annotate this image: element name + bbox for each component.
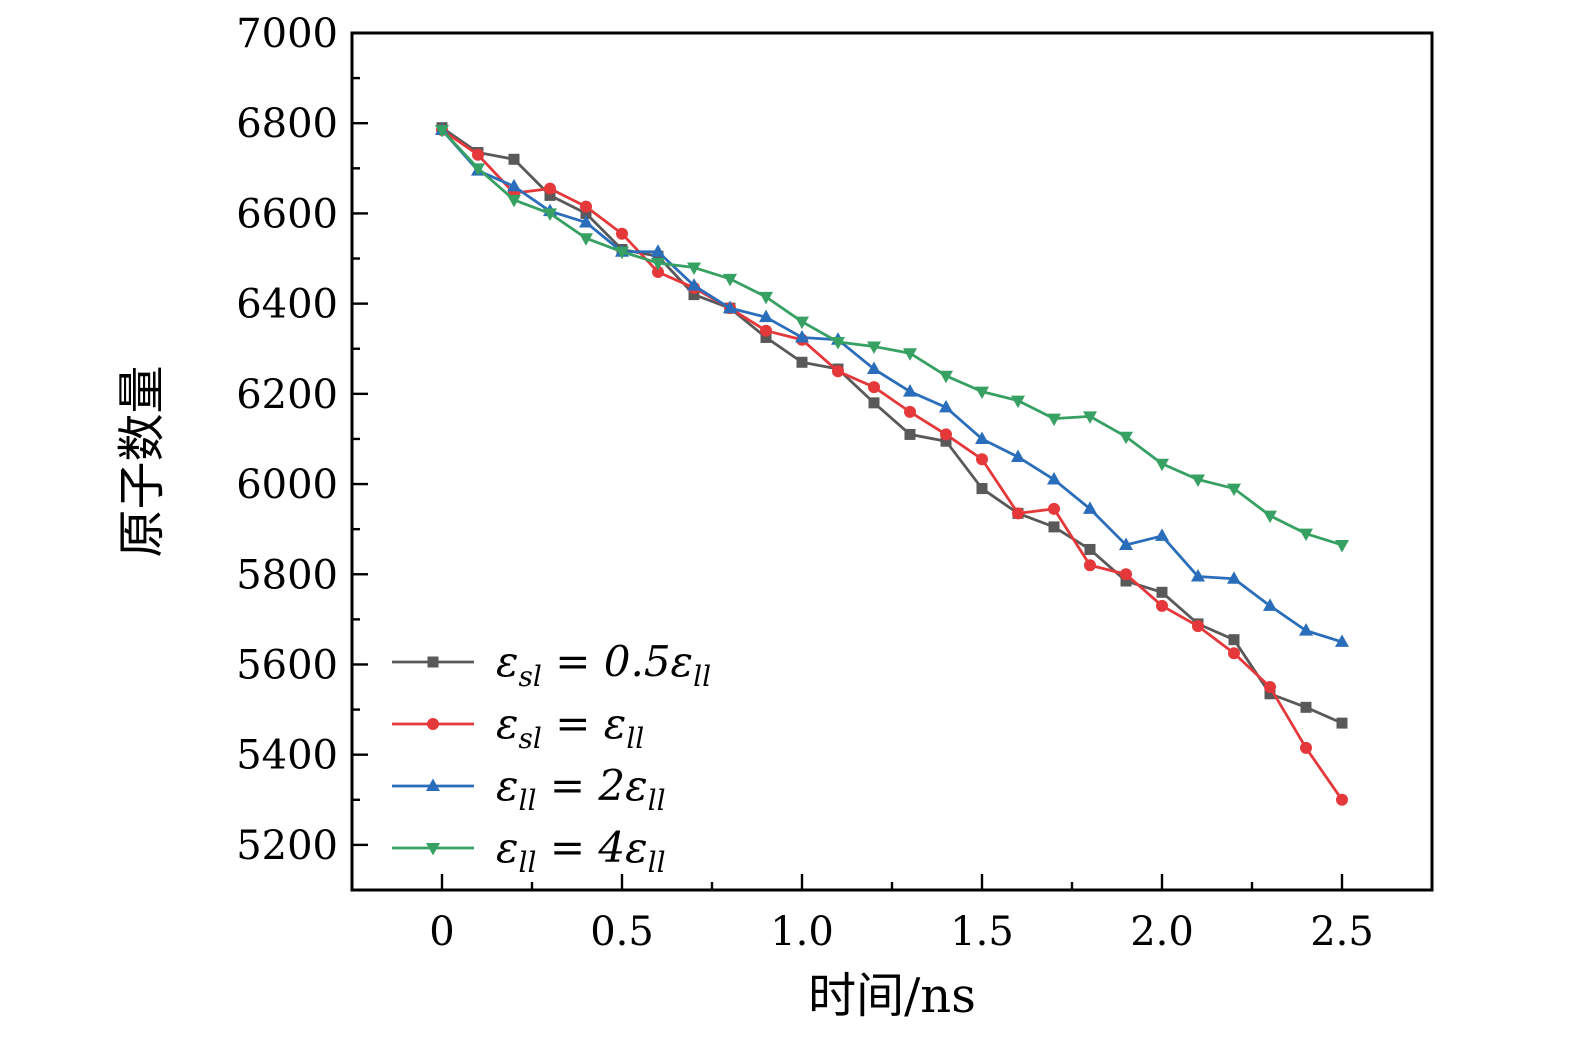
series-line	[441, 126, 1343, 725]
legend-label: εll = 2εll	[496, 761, 666, 817]
series-2	[435, 122, 1349, 647]
series-3	[435, 124, 1349, 553]
legend-label: εll = 4εll	[496, 823, 666, 879]
svg-text:6400: 6400	[236, 282, 338, 328]
legend-item-1: εsl = εll	[392, 699, 644, 755]
series-line	[440, 129, 1343, 547]
legend-label: εsl = 0.5εll	[496, 637, 711, 693]
y-tick-labels: 5200 5400 5600 5800 6000 6200 6400 6600 6800 7000	[236, 11, 338, 869]
svg-text:6800: 6800	[236, 101, 338, 147]
legend-item-0: εsl = 0.5εll	[392, 637, 711, 693]
svg-text:0.5: 0.5	[590, 909, 654, 955]
axis-ticks	[352, 31, 1344, 890]
svg-text:7000: 7000	[236, 11, 338, 57]
svg-text:6600: 6600	[236, 191, 338, 237]
legend-item-2: εll = 2εll	[392, 761, 666, 817]
svg-text:1.5: 1.5	[950, 909, 1014, 955]
svg-text:2.5: 2.5	[1310, 909, 1374, 955]
svg-text:5400: 5400	[236, 733, 338, 779]
svg-text:1.0: 1.0	[770, 909, 834, 955]
svg-text:5200: 5200	[236, 823, 338, 869]
svg-text:5800: 5800	[236, 552, 338, 598]
legend-item-3: εll = 4εll	[392, 823, 666, 879]
plot-frame	[350, 31, 1434, 892]
svg-text:6000: 6000	[236, 462, 338, 508]
x-tick-labels: 0 0.5 1.0 1.5 2.0 2.5	[429, 909, 1374, 955]
svg-text:0: 0	[429, 909, 454, 955]
legend: εsl = 0.5εll εsl = εll εll = 2εll εll = 4εl…	[392, 637, 711, 879]
series-line	[441, 128, 1344, 801]
y-axis-label: 原子数量	[114, 365, 170, 557]
svg-text:5600: 5600	[236, 642, 338, 688]
svg-text:2.0: 2.0	[1130, 909, 1194, 955]
x-axis-label: 时间/ns	[808, 968, 976, 1024]
svg-text:6200: 6200	[236, 372, 338, 418]
legend-label: εsl = εll	[496, 699, 644, 755]
